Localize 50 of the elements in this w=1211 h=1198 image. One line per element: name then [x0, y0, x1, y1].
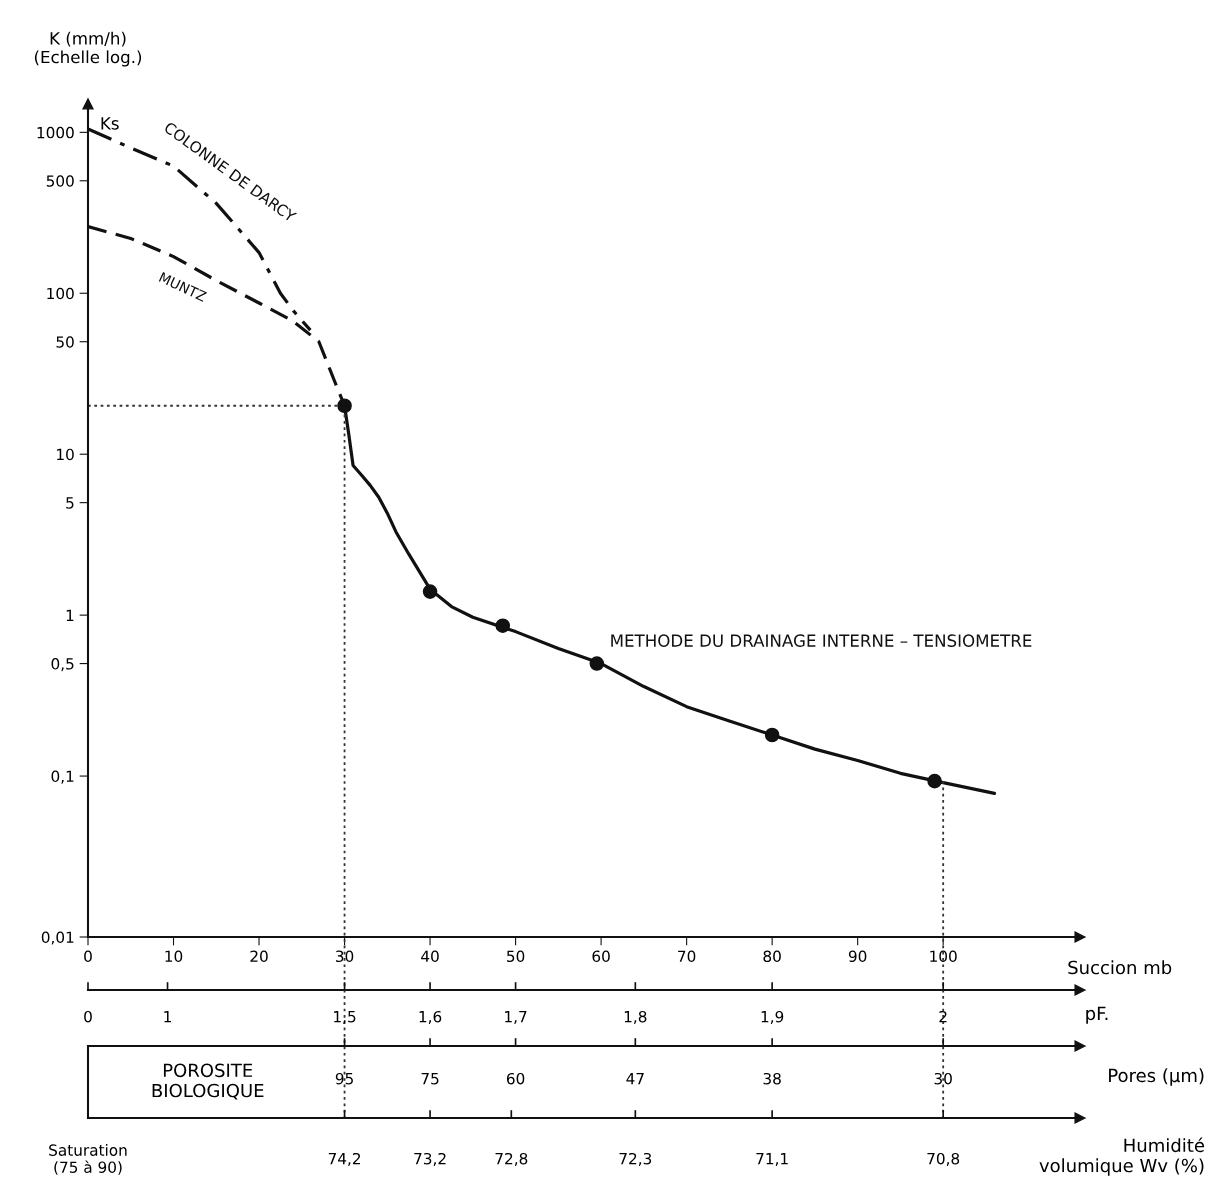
x-tick-label: 20 — [250, 950, 268, 963]
x-tick-label: 80 — [763, 950, 781, 963]
x-tick-label: 30 — [336, 950, 354, 963]
series-label: METHODE DU DRAINAGE INTERNE – TENSIOMETRE — [611, 634, 1032, 647]
text: 73,2 — [414, 1152, 446, 1166]
y-tick-label: 1000 — [37, 126, 74, 139]
text: 75 — [421, 1073, 439, 1085]
y-tick-label: 0,5 — [51, 658, 74, 672]
text: Humidité volumique Wv (%) — [1039, 1137, 1205, 1176]
text: 2 — [939, 1010, 947, 1023]
y-axis-title: K (mm/h) (Echelle log.) — [34, 31, 142, 67]
y-tick-label: 500 — [46, 175, 74, 187]
x-tick-label: 70 — [678, 950, 696, 963]
text: 1,6 — [419, 1010, 442, 1024]
x-tick-label: 0 — [84, 950, 92, 963]
text: 38 — [763, 1072, 781, 1085]
text: 71,1 — [756, 1153, 788, 1166]
text: 72,8 — [495, 1152, 528, 1166]
text: 70,8 — [927, 1152, 960, 1166]
x-tick-label: 60 — [592, 950, 610, 963]
text: 0 — [84, 1010, 92, 1023]
annotation: Ks — [101, 117, 119, 130]
text: 47 — [626, 1073, 644, 1085]
x-tick-label: 10 — [165, 950, 183, 963]
y-tick-label: 10 — [57, 448, 74, 461]
text: Saturation (75 à 90) — [49, 1144, 127, 1175]
text: 30 — [934, 1072, 952, 1085]
text: 1 — [164, 1011, 171, 1023]
text: 95 — [335, 1072, 353, 1085]
text: 1,7 — [505, 1011, 527, 1024]
y-tick-label: 1 — [66, 609, 74, 621]
text: 1,8 — [624, 1010, 647, 1024]
text: 72,3 — [619, 1152, 652, 1166]
text: pF. — [1086, 1006, 1108, 1024]
x-tick-label: 40 — [421, 950, 439, 963]
text: Pores (µm) — [1109, 1068, 1204, 1086]
y-tick-label: 0,01 — [41, 931, 74, 945]
text: 1,9 — [761, 1010, 784, 1024]
x-tick-label: 90 — [848, 950, 867, 963]
text: 1,5 — [334, 1011, 356, 1024]
y-tick-label: 0,1 — [51, 770, 74, 784]
x-tick-label: 100 — [930, 950, 957, 963]
y-tick-label: 100 — [47, 287, 74, 300]
y-tick-label: 5 — [66, 497, 74, 509]
text: POROSITE BIOLOGIQUE — [152, 1063, 264, 1100]
y-tick-label: 50 — [56, 336, 74, 348]
text: 60 — [506, 1072, 525, 1085]
text: 74,2 — [328, 1152, 361, 1166]
x-axis-title: Succion mb — [1068, 960, 1172, 975]
x-tick-label: 50 — [507, 950, 525, 963]
